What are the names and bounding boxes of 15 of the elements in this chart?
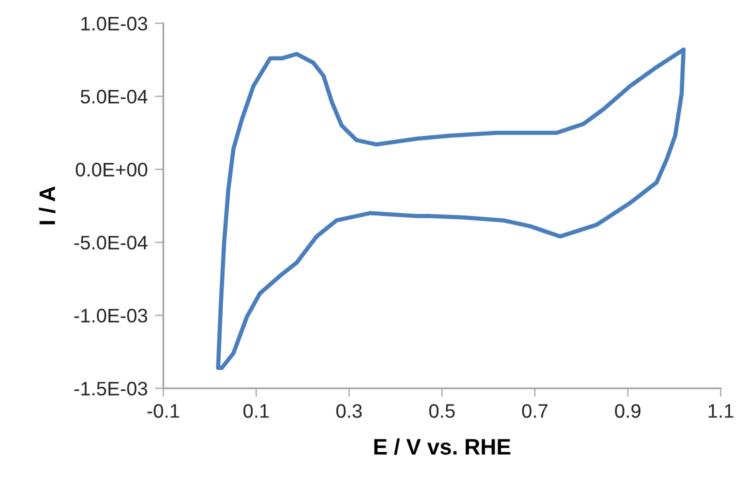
y-tick-label: 1.0E-03 — [81, 16, 148, 31]
x-tick-label: -0.1 — [147, 404, 180, 418]
y-tick-label: -5.0E-04 — [74, 236, 148, 250]
x-tick-label: 0.5 — [429, 404, 455, 418]
x-tick-label: 0.3 — [336, 404, 362, 418]
x-tick-label: 1.1 — [708, 404, 734, 418]
y-tick-label: 0.0E+00 — [76, 162, 148, 177]
x-tick-label: 0.7 — [522, 404, 548, 418]
y-tick-label: 5.0E-04 — [80, 90, 148, 104]
x-axis-title: E / V vs. RHE — [374, 438, 510, 455]
y-axis-title: I / A — [38, 186, 56, 224]
x-tick-label: 0.1 — [243, 404, 269, 418]
y-tick-label: -1.5E-03 — [74, 382, 148, 396]
x-tick-label: 0.9 — [615, 404, 640, 418]
y-tick-label: -1.0E-03 — [74, 308, 148, 323]
